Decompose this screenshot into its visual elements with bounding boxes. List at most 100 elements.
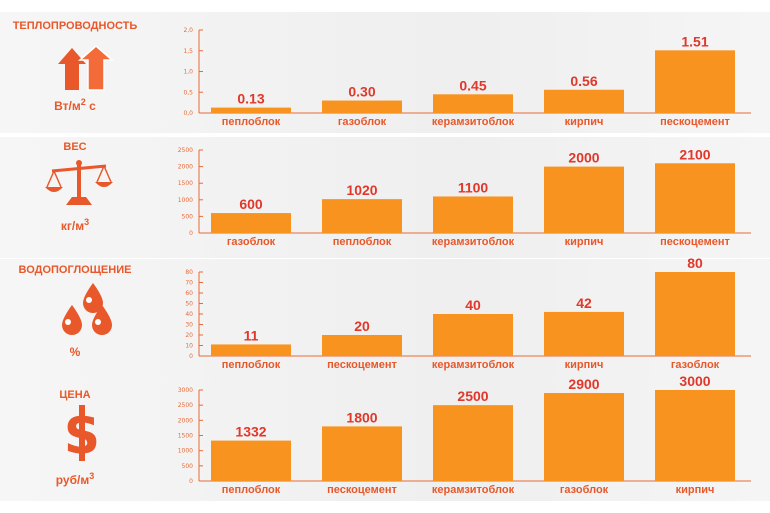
bar — [544, 166, 624, 233]
data-label: 600 — [239, 196, 263, 212]
bar — [544, 89, 624, 113]
bar — [322, 199, 402, 233]
y-tick-label: 500 — [182, 463, 194, 470]
metric-title: вес — [63, 141, 87, 153]
data-label: 0.30 — [348, 84, 375, 100]
data-label: 42 — [576, 295, 592, 311]
data-label: 3000 — [679, 373, 710, 389]
metric-unit: Вт/м2 с — [54, 97, 96, 113]
bar — [433, 94, 513, 113]
y-tick-label: 20 — [185, 332, 193, 339]
bar — [433, 196, 513, 233]
category-label: пескоцемент — [327, 484, 397, 496]
chart-weight: 0 500 1000 1500 2000 2500 600 газоблок 1020 пепло… — [178, 146, 751, 248]
bar — [322, 335, 402, 356]
category-label: пеплоблок — [222, 484, 281, 496]
data-label: 1332 — [235, 424, 266, 440]
scales-icon — [45, 160, 113, 205]
category-label: керамзитоблок — [432, 359, 515, 371]
category-label: пескоцемент — [327, 359, 397, 371]
bar — [655, 272, 735, 356]
y-tick-label: 2000 — [178, 417, 193, 424]
data-label: 1100 — [458, 179, 489, 195]
y-tick-label: 500 — [182, 213, 194, 220]
y-tick-label: 10 — [185, 343, 193, 350]
panel-water-absorption: водопоглощение % 0 10 20 30 40 50 60 70 80 11 пепл… — [0, 255, 770, 380]
panel-weight: вес кг/м3 0 500 1000 1500 2000 2500 600 газобло… — [0, 137, 770, 258]
y-tick-label: 3000 — [178, 387, 193, 394]
bar — [655, 50, 735, 113]
data-label: 1800 — [346, 409, 377, 425]
data-label: 11 — [244, 327, 259, 343]
data-label: 0.45 — [459, 77, 486, 93]
bar — [433, 405, 513, 481]
category-label: газоблок — [338, 116, 387, 128]
y-tick-label: 30 — [185, 322, 193, 329]
data-label: 1020 — [346, 182, 377, 198]
panel-thermal-conductivity: теплопроводность Вт/м2 с 0,0 0,5 1,0 1,5 2,0… — [0, 12, 770, 133]
metric-title: цена — [59, 389, 91, 401]
y-tick-label: 1000 — [178, 448, 193, 455]
chart-water-absorption: 0 10 20 30 40 50 60 70 80 11 пеплоблок 20 пескоцемен… — [185, 255, 751, 371]
bar — [322, 426, 402, 481]
bar — [655, 390, 735, 481]
data-label: 2500 — [457, 388, 488, 404]
metric-unit: руб/м3 — [55, 471, 95, 487]
chart-price: 0 500 1000 1500 2000 2500 3000 1332 пеплоблок 180… — [178, 373, 751, 496]
chart-thermal-conductivity: 0,0 0,5 1,0 1,5 2,0 0.13 пеплоблок 0.30 газоблок… — [183, 27, 751, 128]
data-label: 0.13 — [237, 91, 264, 107]
category-label: керамзитоблок — [432, 484, 515, 496]
water-drops-icon — [62, 283, 112, 335]
bar — [211, 213, 291, 233]
category-label: пеплоблок — [333, 236, 392, 248]
category-label: пескоцемент — [660, 116, 730, 128]
y-tick-label: 60 — [185, 290, 193, 297]
data-label: 40 — [465, 297, 481, 313]
y-tick-label: 1000 — [178, 197, 193, 204]
y-tick-label: 0,5 — [183, 89, 193, 96]
category-label: керамзитоблок — [432, 116, 515, 128]
y-tick-label: 2,0 — [183, 27, 193, 34]
metric-title: водопоглощение — [18, 264, 132, 276]
y-tick-label: 1,5 — [183, 48, 193, 55]
panel-price: цена S руб/м3 0 500 1000 1500 2000 2500 3000 13… — [0, 373, 770, 501]
bar — [322, 100, 402, 113]
data-label: 2000 — [568, 150, 599, 166]
bar — [544, 311, 624, 356]
category-label: пескоцемент — [660, 236, 730, 248]
category-label: кирпич — [565, 236, 604, 248]
category-label: кирпич — [676, 484, 715, 496]
y-tick-label: 0 — [189, 478, 193, 485]
bar — [433, 314, 513, 356]
metric-unit: кг/м3 — [60, 217, 90, 233]
arrows-up-icon — [58, 46, 114, 91]
y-tick-label: 0 — [189, 353, 193, 360]
category-label: газоблок — [671, 359, 720, 371]
category-label: газоблок — [227, 236, 276, 248]
y-tick-label: 50 — [185, 301, 193, 308]
data-label: 2900 — [568, 376, 599, 392]
y-tick-label: 0,0 — [183, 110, 193, 117]
bar — [544, 393, 624, 481]
y-tick-label: 1500 — [178, 180, 193, 187]
y-tick-label: 0 — [189, 230, 193, 237]
data-label: 2100 — [679, 146, 710, 162]
y-tick-label: 1,0 — [183, 69, 193, 76]
category-label: пеплоблок — [222, 359, 281, 371]
bar — [211, 107, 291, 113]
data-label: 80 — [687, 255, 703, 271]
bar — [655, 163, 735, 233]
metric-title: теплопроводность — [12, 20, 138, 32]
category-label: пеплоблок — [222, 116, 281, 128]
bar — [211, 440, 291, 481]
bar — [211, 344, 291, 356]
y-tick-label: 2500 — [178, 402, 193, 409]
svg-text:S: S — [64, 407, 100, 461]
y-tick-label: 80 — [185, 269, 193, 276]
y-tick-label: 2500 — [178, 147, 193, 154]
y-tick-label: 2000 — [178, 164, 193, 171]
data-label: 20 — [354, 318, 370, 334]
data-label: 1.51 — [681, 33, 708, 49]
category-label: газоблок — [560, 484, 609, 496]
